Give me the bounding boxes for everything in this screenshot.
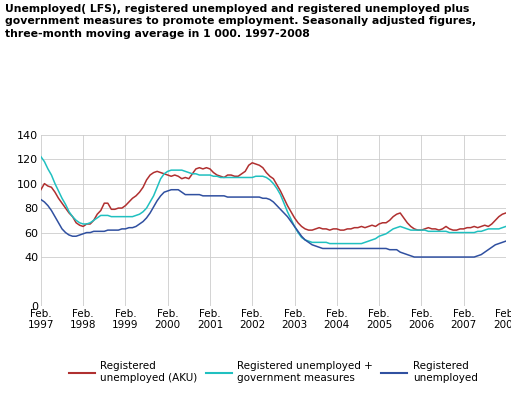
- Text: Unemployed( LFS), registered unemployed and registered unemployed plus
governmen: Unemployed( LFS), registered unemployed …: [5, 4, 476, 39]
- Legend: Registered
unemployed (AKU), Registered unemployed +
government measures, Regist: Registered unemployed (AKU), Registered …: [69, 361, 478, 383]
